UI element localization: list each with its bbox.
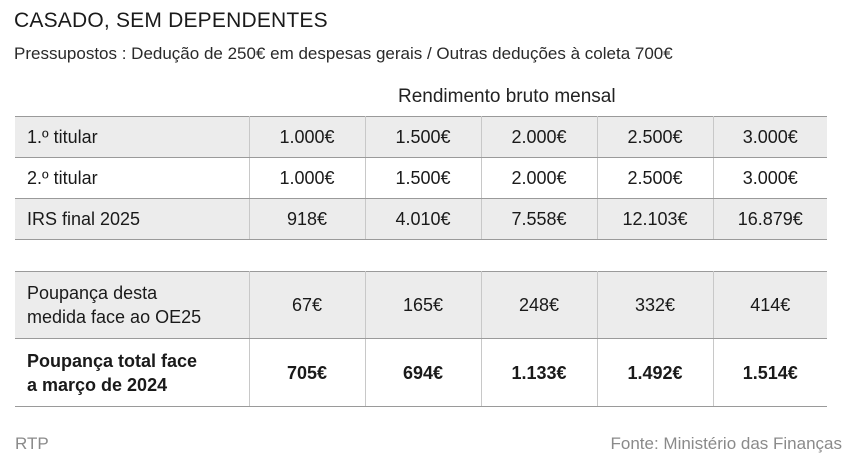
- table-cell: 332€: [597, 271, 714, 339]
- table-cell: 12.103€: [597, 198, 714, 240]
- row-label: Poupança desta medida face ao OE25: [15, 271, 250, 339]
- row-label-line: Poupança total face: [27, 350, 198, 371]
- row-label-line: Poupança desta: [27, 283, 158, 303]
- row-label-line: medida face ao OE25: [27, 307, 202, 327]
- table-cell: 67€: [249, 271, 366, 339]
- table-cell: 2.500€: [597, 157, 714, 199]
- table-cell: 694€: [365, 338, 482, 407]
- table-cell: 918€: [249, 198, 366, 240]
- table-cell: 3.000€: [713, 157, 827, 199]
- table-cell: 2.500€: [597, 116, 714, 158]
- table-cell: 1.514€: [713, 338, 827, 407]
- table-cell: 1.500€: [365, 116, 482, 158]
- page-subtitle: Pressupostos : Dedução de 250€ em despes…: [14, 44, 673, 63]
- table-row: 2.º titular 1.000€ 1.500€ 2.000€ 2.500€ …: [15, 157, 827, 199]
- income-table: 1.º titular 1.000€ 1.500€ 2.000€ 2.500€ …: [15, 116, 827, 240]
- table-cell: 4.010€: [365, 198, 482, 240]
- column-header: Rendimento bruto mensal: [398, 86, 616, 107]
- source-credit: Fonte: Ministério das Finanças: [610, 434, 843, 453]
- table-cell: 3.000€: [713, 116, 827, 158]
- table-cell: 16.879€: [713, 198, 827, 240]
- table-cell: 165€: [365, 271, 482, 339]
- row-label: 1.º titular: [15, 116, 250, 158]
- table-cell: 1.492€: [597, 338, 714, 407]
- table-row: IRS final 2025 918€ 4.010€ 7.558€ 12.103…: [15, 198, 827, 240]
- row-label: IRS final 2025: [15, 198, 250, 240]
- table-cell: 7.558€: [481, 198, 598, 240]
- table-cell: 2.000€: [481, 116, 598, 158]
- table-cell: 705€: [249, 338, 366, 407]
- table-cell: 414€: [713, 271, 827, 339]
- table-row: Poupança desta medida face ao OE25 67€ 1…: [15, 271, 827, 339]
- brand-credit: RTP: [15, 434, 49, 453]
- row-label-line: a março de 2024: [27, 374, 168, 395]
- table-cell: 1.133€: [481, 338, 598, 407]
- savings-table: Poupança desta medida face ao OE25 67€ 1…: [15, 271, 827, 407]
- table-cell: 1.000€: [249, 116, 366, 158]
- table-cell: 1.500€: [365, 157, 482, 199]
- row-label: 2.º titular: [15, 157, 250, 199]
- table-cell: 2.000€: [481, 157, 598, 199]
- page-title: CASADO, SEM DEPENDENTES: [14, 9, 328, 32]
- table-row: Poupança total face a março de 2024 705€…: [15, 338, 827, 407]
- row-label: Poupança total face a março de 2024: [15, 338, 250, 407]
- table-row: 1.º titular 1.000€ 1.500€ 2.000€ 2.500€ …: [15, 116, 827, 158]
- table-cell: 1.000€: [249, 157, 366, 199]
- table-cell: 248€: [481, 271, 598, 339]
